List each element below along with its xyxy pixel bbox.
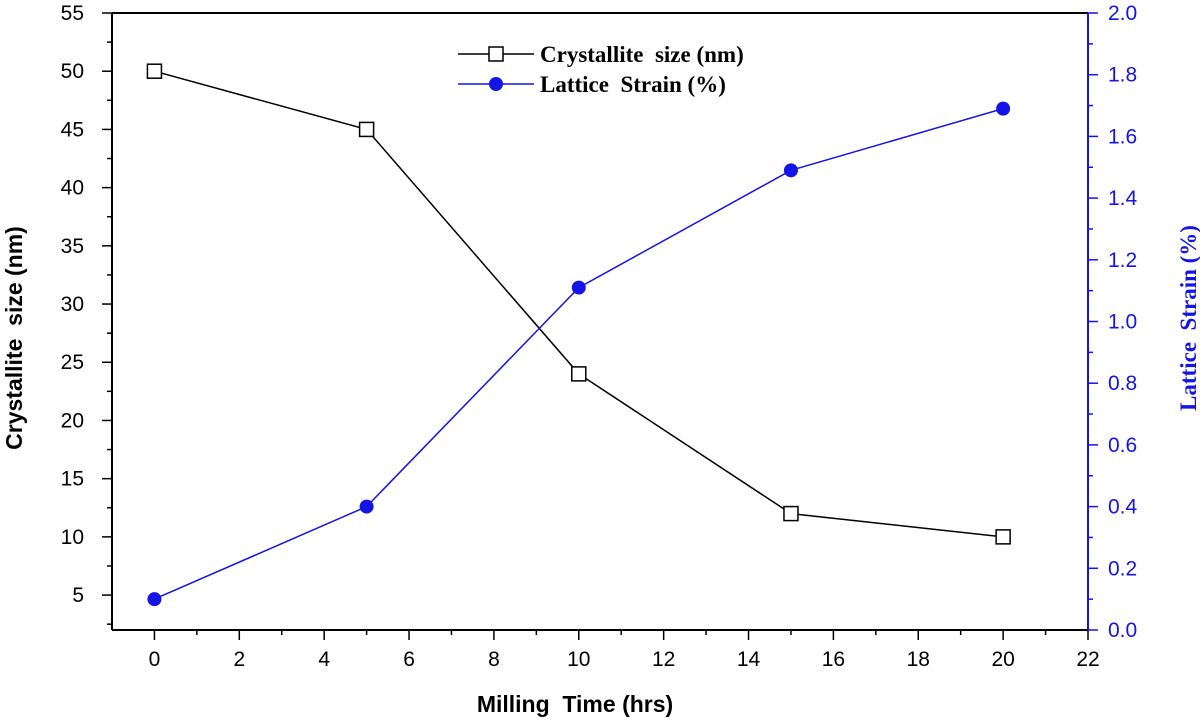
x-tick-label: 0 <box>149 648 161 671</box>
data-point-crystallite-size <box>358 121 375 138</box>
y-left-tick-label: 25 <box>61 351 84 374</box>
y-right-tick-label: 2.0 <box>1108 2 1137 25</box>
x-tick-label: 10 <box>567 648 590 671</box>
legend-marker-crystallite-size <box>488 46 504 62</box>
legend-label-lattice-strain: Lattice Strain (%) <box>540 72 726 97</box>
x-tick-label: 6 <box>403 648 415 671</box>
axes-layer: 0 2 4 6 8 10 12 14 16 18 20 22 5 10 15 20 25 30 35 40 45 50 55… <box>61 2 1138 671</box>
y-left-tick-label: 45 <box>61 118 84 141</box>
data-point-lattice-strain <box>783 163 798 178</box>
x-tick-label: 16 <box>822 648 845 671</box>
y-left-tick-label: 40 <box>61 177 84 200</box>
data-point-crystallite-size <box>995 529 1011 545</box>
y-left-tick-label: 55 <box>61 2 84 25</box>
y-right-tick-label: 0.8 <box>1108 372 1137 395</box>
y-left-axis-title: Crystallite size (nm) <box>1 226 27 450</box>
data-point-crystallite-size <box>783 505 799 522</box>
data-point-crystallite-size <box>146 63 163 79</box>
y-right-tick-label: 1.8 <box>1108 64 1137 87</box>
x-axis-title: Milling Time (hrs) <box>477 691 673 717</box>
legend: Crystallite size (nm) Lattice Strain (%) <box>458 42 744 97</box>
x-tick-label: 12 <box>652 648 675 671</box>
data-point-crystallite-size <box>571 366 587 382</box>
data-point-lattice-strain <box>359 499 374 514</box>
y-right-tick-label: 1.2 <box>1108 249 1137 272</box>
y-right-tick-label: 0.2 <box>1108 557 1137 580</box>
y-left-tick-label: 15 <box>61 468 84 491</box>
y-right-tick-label: 1.4 <box>1108 187 1138 210</box>
data-point-lattice-strain <box>147 592 162 607</box>
y-left-tick-label: 35 <box>61 235 84 258</box>
data-point-lattice-strain <box>996 101 1011 116</box>
y-right-tick-label: 1.0 <box>1108 311 1137 334</box>
x-tick-label: 8 <box>488 648 500 671</box>
x-tick-label: 14 <box>737 648 761 671</box>
series-line-lattice-strain <box>154 107 1004 600</box>
series-line-crystallite-size <box>154 70 1004 538</box>
x-tick-label: 18 <box>907 648 930 671</box>
y-right-tick-label: 0.0 <box>1108 619 1137 642</box>
x-tick-label: 2 <box>233 648 245 671</box>
x-tick-label: 22 <box>1076 648 1099 671</box>
legend-label-crystallite-size: Crystallite size (nm) <box>540 42 744 67</box>
series-layer <box>146 63 1011 607</box>
y-left-tick-label: 10 <box>61 526 84 549</box>
x-tick-label: 20 <box>991 648 1014 671</box>
y-right-axis-title: Lattice Strain (%) <box>1176 225 1200 411</box>
legend-marker-lattice-strain <box>489 77 503 91</box>
x-tick-label: 4 <box>318 648 330 671</box>
data-point-lattice-strain <box>571 280 586 295</box>
y-left-tick-label: 5 <box>72 584 84 607</box>
y-left-tick-label: 20 <box>61 409 84 432</box>
y-left-tick-label: 30 <box>61 293 84 316</box>
y-left-tick-label: 50 <box>61 60 84 83</box>
y-right-tick-label: 0.4 <box>1108 496 1138 519</box>
y-right-tick-label: 0.6 <box>1108 434 1137 457</box>
y-right-tick-label: 1.6 <box>1108 125 1137 148</box>
